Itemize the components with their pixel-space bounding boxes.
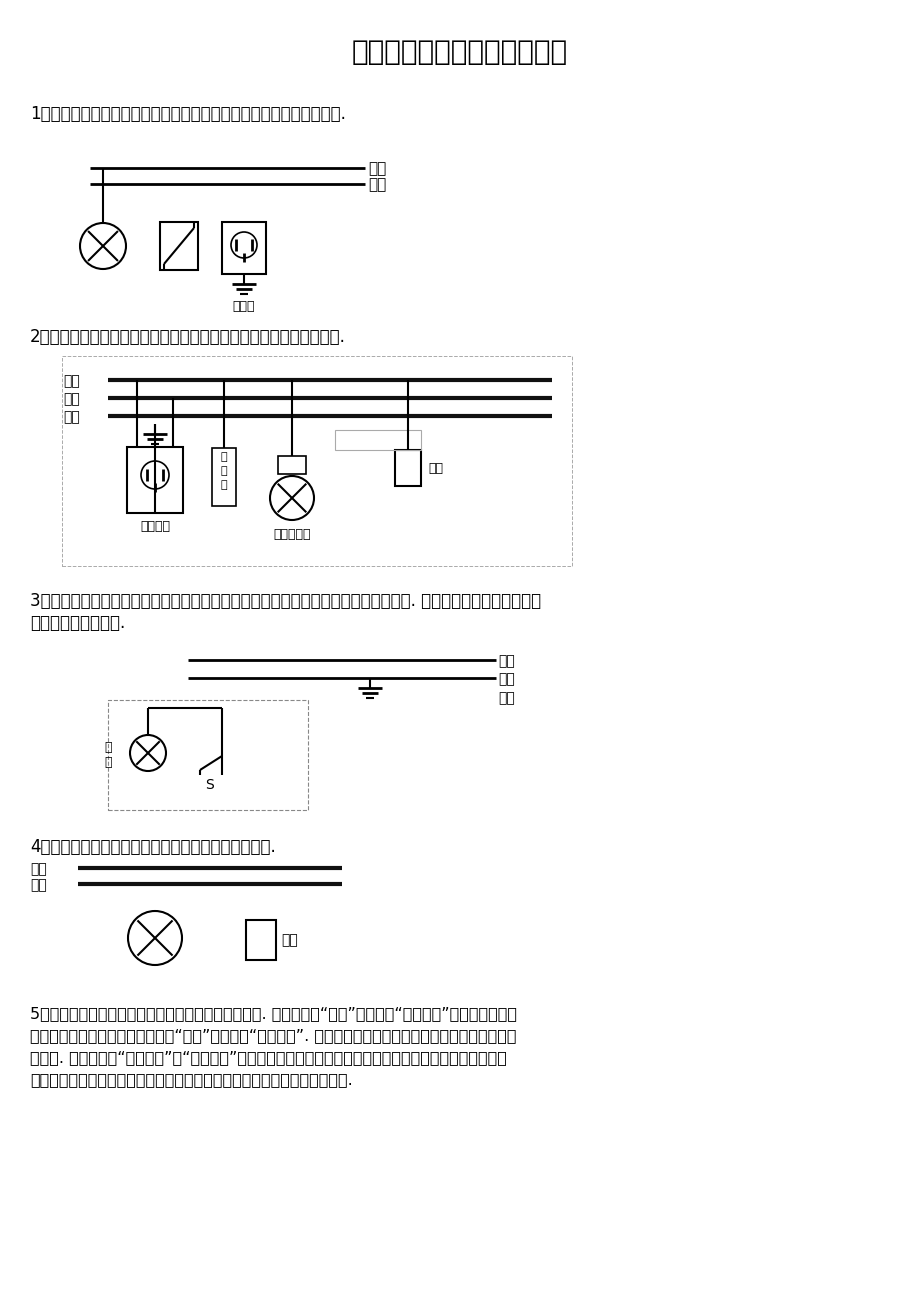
- Bar: [62, 355, 572, 566]
- Text: 2、如图，请将三孔插座、保险丝、灯泡、开关正确连入到家庭电路中.: 2、如图，请将三孔插座、保险丝、灯泡、开关正确连入到家庭电路中.: [30, 328, 346, 346]
- Text: 保: 保: [221, 452, 227, 462]
- Circle shape: [128, 911, 182, 965]
- Text: 地线: 地线: [497, 691, 515, 704]
- Bar: [245, 921, 276, 960]
- Text: 开关: 开关: [427, 461, 443, 474]
- Text: 火线: 火线: [62, 374, 80, 388]
- Text: 初中家庭电路专题（作图题）: 初中家庭电路专题（作图题）: [352, 38, 567, 66]
- Text: 零线: 零线: [62, 392, 80, 406]
- Bar: [211, 448, 236, 506]
- Text: 丝: 丝: [221, 480, 227, 490]
- Text: 符合安全用电的原则.: 符合安全用电的原则.: [30, 615, 125, 631]
- Text: 接地线: 接地线: [233, 299, 255, 312]
- Text: 1、请在图中用笔画线代替导线将电灯、开关和插座正确接入家庭电路.: 1、请在图中用笔画线代替导线将电灯、开关和插座正确接入家庭电路.: [30, 105, 346, 122]
- Text: 三孔插座: 三孔插座: [140, 519, 170, 533]
- Text: 5、居民楼的楼道里，夜间楼道灯一直亮着会造成浪费. 科研人员用“光敏”材料制成“光控开关”，它能在天黑时: 5、居民楼的楼道里，夜间楼道灯一直亮着会造成浪费. 科研人员用“光敏”材料制成“…: [30, 1006, 516, 1021]
- Text: 地线: 地线: [62, 410, 80, 424]
- Text: 零线: 零线: [497, 672, 515, 686]
- Text: 台
灯: 台 灯: [104, 741, 111, 769]
- Text: 音时灯才亮的楼道灯自动控制电路，同时安装一个不受开关控制的三孔插座.: 音时灯才亮的楼道灯自动控制电路，同时安装一个不受开关控制的三孔插座.: [30, 1072, 352, 1087]
- Bar: [278, 456, 306, 474]
- Circle shape: [130, 736, 165, 771]
- Bar: [221, 223, 266, 273]
- Text: 自动闭合，天亮时自动断开；利用“声敏”材料制成“声控开关”. 它能在有人走动发出声音时闭合，无人走动时自: 自动闭合，天亮时自动断开；利用“声敏”材料制成“声控开关”. 它能在有人走动发出…: [30, 1029, 516, 1043]
- Text: 4、请在如图中把负口灯泡和开关正确接入家庭电路中.: 4、请在如图中把负口灯泡和开关正确接入家庭电路中.: [30, 838, 276, 855]
- Text: 开关: 开关: [280, 934, 298, 947]
- Text: 零线: 零线: [30, 878, 47, 892]
- Circle shape: [269, 477, 313, 519]
- Text: 火线: 火线: [497, 654, 515, 668]
- Text: 螺旋口灯泡: 螺旋口灯泡: [273, 529, 311, 542]
- Bar: [335, 430, 421, 450]
- Text: 零线: 零线: [368, 177, 386, 193]
- Circle shape: [80, 223, 126, 270]
- Bar: [108, 700, 308, 810]
- Text: S: S: [206, 779, 214, 792]
- Bar: [160, 223, 198, 270]
- Text: 3、图中虚线框内是一台灯旋鈕开关的内部电路简图，通过它可控制台灯的通断和亮度. 请将电路图连接完整，使其: 3、图中虚线框内是一台灯旋鈕开关的内部电路简图，通过它可控制台灯的通断和亮度. …: [30, 592, 540, 611]
- Bar: [127, 447, 183, 513]
- Text: 火线: 火线: [30, 862, 47, 876]
- Text: 险: 险: [221, 466, 227, 477]
- Text: 火线: 火线: [368, 161, 386, 177]
- Bar: [394, 450, 421, 486]
- Text: 动断开. 请将如图的“光控开关”、“声控开关”、灯泡用笔画线代替导线正确连入电路，设计出只在夜间且有声: 动断开. 请将如图的“光控开关”、“声控开关”、灯泡用笔画线代替导线正确连入电路…: [30, 1049, 506, 1065]
